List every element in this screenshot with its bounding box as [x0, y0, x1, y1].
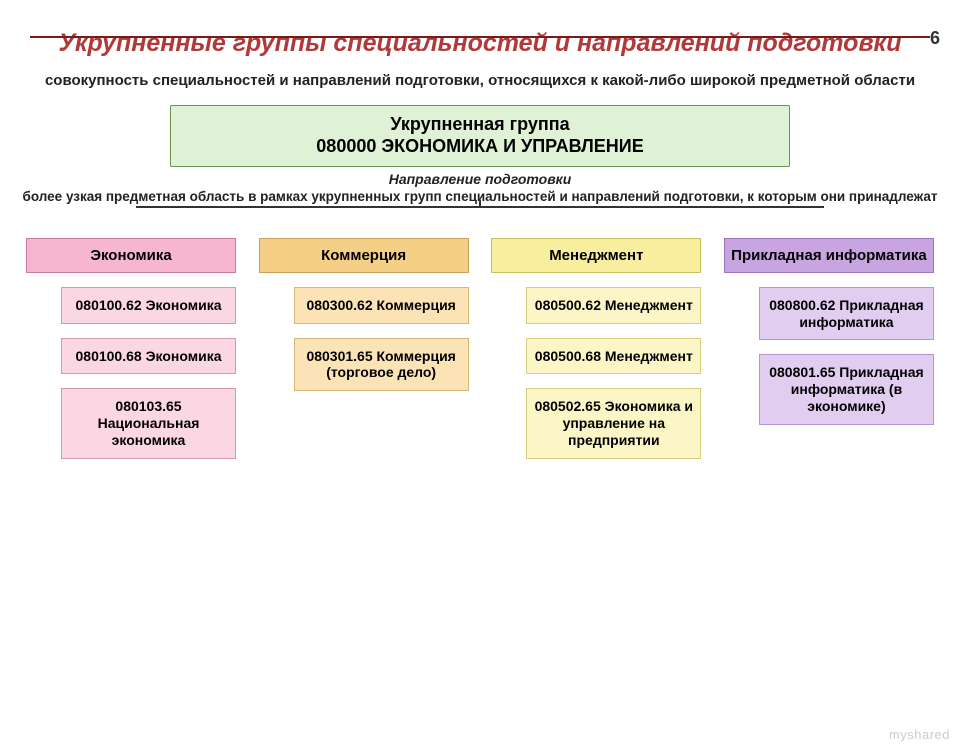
- connector-area: [26, 206, 934, 220]
- specialty-box: 080800.62 Прикладная информатика: [759, 287, 934, 341]
- branch-column: Коммерция 080300.62 Коммерция 080301.65 Ко…: [259, 238, 469, 459]
- branch-header: Экономика: [26, 238, 236, 273]
- page-number: 6: [930, 28, 940, 49]
- mid-caption: Направление подготовки: [0, 171, 960, 187]
- branches-row: Экономика 080100.62 Экономика 080100.68 Эк…: [26, 238, 934, 459]
- diagram-title: Укрупненные группы специальностей и напр…: [0, 28, 960, 58]
- top-rule: [30, 36, 930, 38]
- specialty-box: 080500.68 Менеджмент: [526, 338, 701, 375]
- branch-header: Коммерция: [259, 238, 469, 273]
- branch-header: Менеджмент: [491, 238, 701, 273]
- specialty-box: 080100.62 Экономика: [61, 287, 236, 324]
- specialty-box: 080801.65 Прикладная информатика (в экон…: [759, 354, 934, 424]
- root-line2: 080000 ЭКОНОМИКА И УПРАВЛЕНИЕ: [179, 135, 781, 158]
- branch-column: Менеджмент 080500.62 Менеджмент 080500.68 …: [491, 238, 701, 459]
- root-line1: Укрупненная группа: [179, 113, 781, 136]
- branch-column: Прикладная информатика 080800.62 Прикладн…: [724, 238, 934, 459]
- diagram-subtitle: совокупность специальностей и направлени…: [0, 72, 960, 91]
- specialty-box: 080301.65 Коммерция (торговое дело): [294, 338, 469, 392]
- watermark: myshared: [889, 727, 950, 742]
- root-group-box: Укрупненная группа 080000 ЭКОНОМИКА И УП…: [170, 105, 790, 167]
- specialty-box: 080500.62 Менеджмент: [526, 287, 701, 324]
- specialty-box: 080100.68 Экономика: [61, 338, 236, 375]
- specialty-box: 080103.65 Национальная экономика: [61, 388, 236, 458]
- branch-column: Экономика 080100.62 Экономика 080100.68 Эк…: [26, 238, 236, 459]
- branch-header: Прикладная информатика: [724, 238, 934, 273]
- specialty-box: 080300.62 Коммерция: [294, 287, 469, 324]
- specialty-box: 080502.65 Экономика и управление на пред…: [526, 388, 701, 458]
